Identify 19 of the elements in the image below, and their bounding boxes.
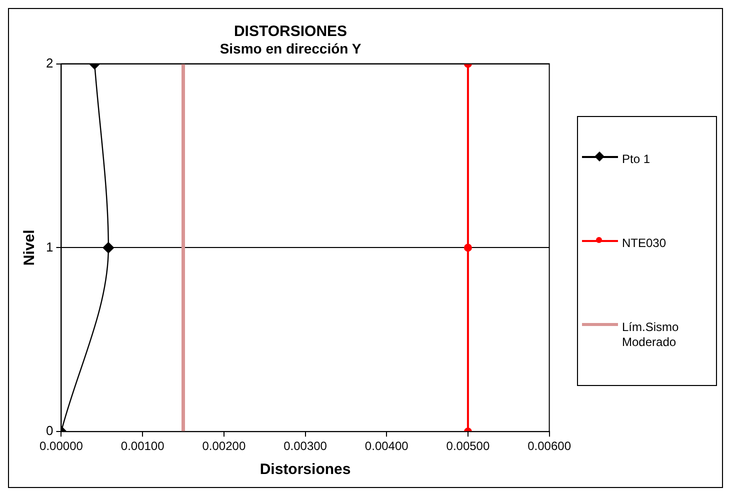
y-axis-title: Nivel	[21, 230, 38, 266]
y-tick-label: 2	[46, 55, 54, 70]
chart-title: DISTORSIONES	[234, 23, 348, 40]
y-tick-label: 1	[46, 239, 54, 254]
x-tick-label: 0.00300	[284, 439, 328, 454]
x-tick-label: 0.00400	[364, 439, 409, 454]
x-tick-label: 0.00600	[528, 439, 572, 454]
x-axis-title: Distorsiones	[260, 461, 351, 478]
point	[464, 244, 472, 252]
point	[102, 242, 114, 254]
chart-subtitle: Sismo en dirección Y	[220, 40, 362, 56]
legend-label: NTE030	[622, 236, 668, 251]
x-tick-label: 0.00000	[40, 439, 84, 454]
x-tick-label: 0.00200	[202, 439, 246, 454]
legend-label: Lím.Sismo Moderado	[622, 320, 680, 350]
y-tick-label: 0	[46, 423, 54, 438]
legend-label: Pto 1	[622, 152, 652, 167]
x-tick-label: 0.00500	[446, 439, 490, 454]
x-tick-label: 0.00100	[120, 439, 165, 454]
